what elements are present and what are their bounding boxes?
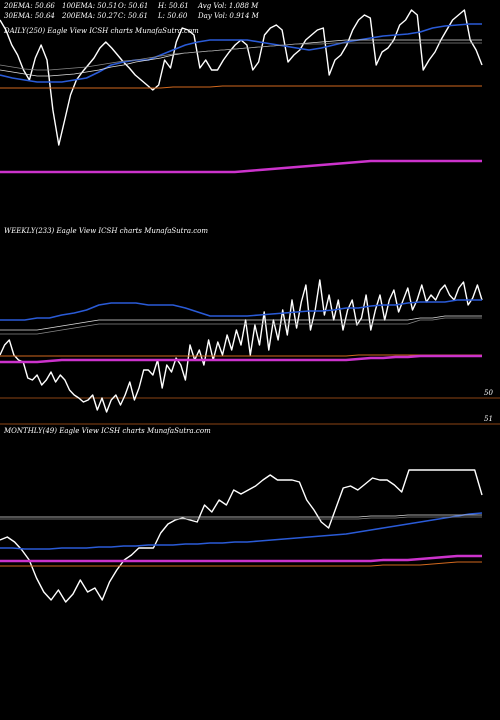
avg-vol-stat: Avg Vol: 1.088 M (197, 2, 259, 10)
close-stat: C: 50.61 (118, 12, 148, 20)
daily-ema-gray-line (0, 42, 482, 71)
monthly-panel-label: MONTHLY(49) Eagle View ICSH charts Munaf… (3, 427, 211, 435)
weekly-price-line (0, 279, 483, 413)
ema30-stat: 30EMA: 50.64 (4, 12, 55, 20)
ema20-stat: 20EMA: 50.66 (3, 2, 55, 10)
daily-panel-label: DAILY(250) Eagle View ICSH charts Munafa… (3, 27, 199, 35)
open-stat: O: 50.61 (118, 2, 148, 10)
low-stat: L: 50.60 (157, 12, 188, 20)
monthly-ema-blue-line (0, 512, 483, 550)
day-vol-stat: Day Vol: 0.914 M (197, 12, 260, 20)
stats-header: 20EMA: 50.66 100EMA: 50.51 O: 50.61 H: 5… (3, 2, 260, 20)
monthly-ema-gray-line (0, 516, 482, 520)
weekly-chart (0, 279, 483, 413)
ema200-stat: 200EMA: 50.27 (61, 12, 118, 20)
daily-chart (0, 9, 483, 174)
daily-ema-white-line (0, 39, 482, 77)
weekly-axis-tick-50: 50 (484, 389, 493, 397)
monthly-chart (0, 469, 483, 603)
weekly-ema-gray-line (0, 317, 482, 335)
daily-ema-blue-line (0, 23, 482, 83)
daily-ema-magenta-line (0, 159, 482, 174)
weekly-ema-magenta-line (0, 354, 482, 364)
weekly-ema-orange-line (0, 354, 482, 357)
monthly-ema-orange-line (0, 561, 482, 567)
daily-ema-orange-line (0, 85, 482, 89)
ema100-stat: 100EMA: 50.51 (62, 2, 117, 10)
weekly-ema-blue-line (0, 299, 482, 321)
monthly-ema-white-line (0, 514, 482, 518)
weekly-ema-white-line (0, 315, 482, 331)
monthly-price-line (0, 469, 483, 603)
weekly-axis-tick-51: 51 (484, 415, 493, 423)
weekly-panel-label: WEEKLY(233) Eagle View ICSH charts Munaf… (4, 227, 208, 235)
monthly-ema-magenta-line (0, 554, 482, 563)
high-stat: H: 50.61 (157, 2, 189, 10)
